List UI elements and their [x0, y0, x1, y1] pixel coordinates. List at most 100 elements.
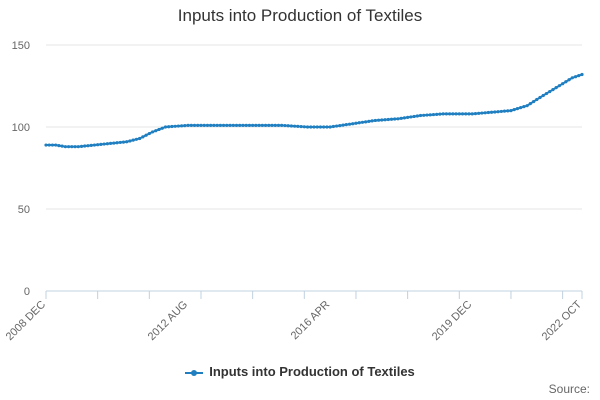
credits-text[interactable]: Source: [548, 382, 590, 396]
data-point[interactable] [92, 143, 97, 147]
data-point[interactable] [286, 124, 290, 128]
data-point[interactable] [548, 89, 552, 94]
data-point[interactable] [389, 117, 394, 121]
data-point[interactable] [247, 123, 252, 127]
data-point[interactable] [141, 135, 145, 139]
data-point[interactable] [347, 122, 352, 126]
data-point[interactable] [138, 136, 142, 141]
data-point[interactable] [325, 125, 329, 129]
data-point[interactable] [519, 106, 523, 110]
data-point[interactable] [221, 123, 226, 127]
data-point[interactable] [399, 116, 403, 120]
data-point[interactable] [480, 111, 484, 115]
data-point[interactable] [280, 123, 284, 127]
data-point[interactable] [212, 123, 216, 127]
legend[interactable]: Inputs into Production of Textiles [0, 364, 600, 379]
data-point[interactable] [260, 123, 264, 127]
data-point[interactable] [486, 110, 490, 115]
data-point[interactable] [402, 116, 407, 120]
data-point[interactable] [283, 123, 287, 128]
data-point[interactable] [318, 125, 323, 129]
data-point[interactable] [225, 123, 229, 127]
data-point[interactable] [176, 124, 180, 128]
data-point[interactable] [302, 125, 306, 129]
data-point[interactable] [231, 123, 235, 127]
data-point[interactable] [218, 123, 222, 127]
data-point[interactable] [96, 143, 100, 147]
data-point[interactable] [157, 127, 161, 132]
data-point[interactable] [299, 124, 303, 129]
data-point[interactable] [396, 117, 400, 121]
data-point[interactable] [428, 113, 432, 117]
data-point[interactable] [234, 123, 239, 127]
data-point[interactable] [309, 125, 313, 129]
data-point[interactable] [254, 123, 258, 127]
data-point[interactable] [373, 118, 377, 123]
data-point[interactable] [367, 119, 371, 123]
data-point[interactable] [86, 144, 90, 148]
data-point[interactable] [535, 97, 539, 102]
data-point[interactable] [457, 112, 461, 116]
data-point[interactable] [406, 115, 410, 119]
data-point[interactable] [525, 104, 529, 108]
data-point[interactable] [128, 139, 132, 143]
data-point[interactable] [335, 124, 339, 128]
data-point[interactable] [522, 105, 526, 109]
data-point[interactable] [112, 141, 116, 145]
data-point[interactable] [121, 140, 126, 144]
data-point[interactable] [470, 112, 474, 116]
data-point[interactable] [173, 124, 177, 128]
data-point[interactable] [215, 123, 219, 127]
data-point[interactable] [477, 111, 481, 115]
data-point[interactable] [99, 142, 103, 146]
data-point[interactable] [376, 118, 381, 122]
data-point[interactable] [50, 143, 55, 147]
data-point[interactable] [512, 108, 516, 112]
data-point[interactable] [134, 137, 139, 141]
data-point[interactable] [567, 78, 571, 82]
data-point[interactable] [150, 130, 155, 134]
data-point[interactable] [270, 123, 274, 127]
data-point[interactable] [380, 118, 384, 122]
data-point[interactable] [577, 74, 581, 78]
data-point[interactable] [409, 115, 413, 119]
data-point[interactable] [493, 110, 497, 114]
data-point[interactable] [118, 140, 122, 145]
data-point[interactable] [351, 122, 355, 126]
data-point[interactable] [170, 124, 174, 129]
data-point[interactable] [79, 144, 84, 148]
data-point[interactable] [289, 124, 293, 128]
data-point[interactable] [57, 143, 61, 148]
data-point[interactable] [205, 123, 210, 127]
data-point[interactable] [415, 114, 419, 118]
data-point[interactable] [448, 112, 452, 116]
data-point[interactable] [561, 82, 565, 86]
data-point[interactable] [538, 95, 542, 100]
data-point[interactable] [144, 133, 148, 137]
data-point[interactable] [44, 143, 48, 147]
data-point[interactable] [183, 123, 187, 128]
data-point[interactable] [228, 123, 232, 127]
data-point[interactable] [131, 138, 135, 142]
data-point[interactable] [483, 111, 487, 115]
data-point[interactable] [186, 123, 190, 127]
data-point[interactable] [573, 75, 578, 79]
data-point[interactable] [354, 121, 358, 125]
data-point[interactable] [364, 120, 368, 124]
data-point[interactable] [467, 112, 471, 116]
data-point[interactable] [89, 143, 93, 147]
data-point[interactable] [196, 123, 200, 127]
data-point[interactable] [473, 112, 478, 116]
data-point[interactable] [167, 125, 171, 129]
data-point[interactable] [180, 124, 184, 128]
data-point[interactable] [580, 72, 584, 77]
data-point[interactable] [276, 123, 281, 127]
data-point[interactable] [241, 123, 245, 127]
data-point[interactable] [357, 121, 361, 125]
data-point[interactable] [464, 112, 468, 116]
data-point[interactable] [102, 142, 106, 146]
data-point[interactable] [263, 123, 268, 127]
data-point[interactable] [499, 109, 503, 114]
data-point[interactable] [341, 123, 345, 127]
data-point[interactable] [441, 112, 445, 116]
